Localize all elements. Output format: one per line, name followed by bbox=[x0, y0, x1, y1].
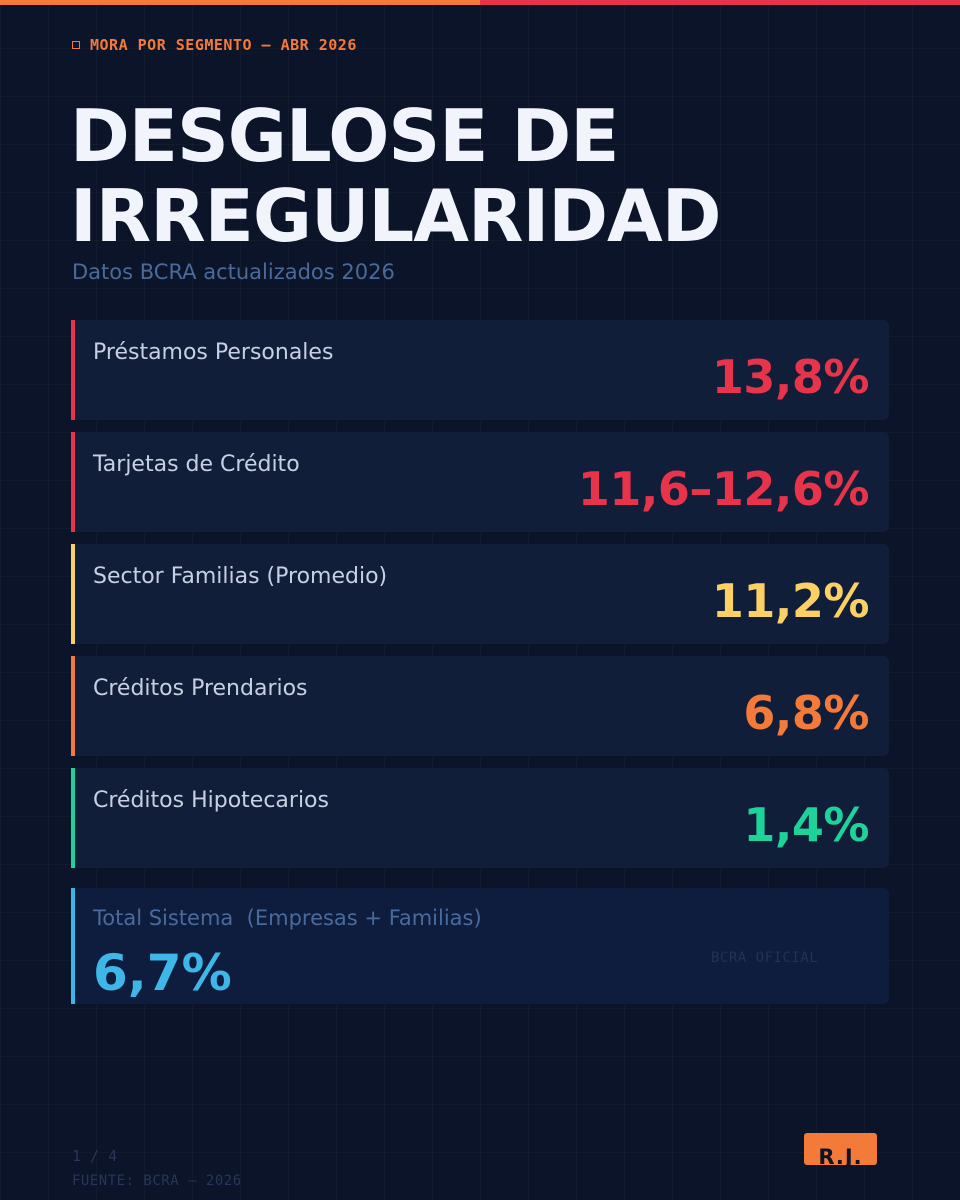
brand-logo: R.J. bbox=[804, 1133, 877, 1165]
segment-value: 11,6–12,6% bbox=[577, 462, 870, 516]
total-system-card: Total Sistema (Empresas + Familias) 6,7%… bbox=[71, 888, 889, 1004]
page-indicator: 1 / 4 bbox=[72, 1147, 118, 1165]
segment-card-creditos-prendarios: Créditos Prendarios 6,8% bbox=[71, 656, 889, 756]
page-subtitle: Datos BCRA actualizados 2026 bbox=[72, 260, 395, 284]
segment-value: 6,8% bbox=[743, 686, 869, 740]
segment-label: Sector Familias (Promedio) bbox=[93, 564, 388, 589]
segment-card-creditos-hipotecarios: Créditos Hipotecarios 1,4% bbox=[71, 768, 889, 868]
segment-card-tarjetas-credito: Tarjetas de Crédito 11,6–12,6% bbox=[71, 432, 889, 532]
top-accent-bar-orange bbox=[0, 0, 480, 5]
segment-card-sector-familias: Sector Familias (Promedio) 11,2% bbox=[71, 544, 889, 644]
kicker-text: MORA POR SEGMENTO — ABR 2026 bbox=[90, 36, 357, 54]
source-note: FUENTE: BCRA — 2026 bbox=[72, 1173, 242, 1189]
segment-label: Tarjetas de Crédito bbox=[93, 452, 300, 477]
top-accent-bar-red bbox=[480, 0, 960, 5]
official-stamp: BCRA OFICIAL bbox=[711, 950, 819, 966]
segment-label: Créditos Hipotecarios bbox=[93, 788, 329, 813]
segment-card-prestamos-personales: Préstamos Personales 13,8% bbox=[71, 320, 889, 420]
brand-logo-text: R.J. bbox=[818, 1145, 863, 1165]
segment-label: Créditos Prendarios bbox=[93, 676, 308, 701]
total-label: Total Sistema (Empresas + Familias) bbox=[93, 906, 482, 930]
top-accent-bar bbox=[0, 0, 960, 5]
segment-value: 13,8% bbox=[711, 350, 870, 404]
segment-value: 11,2% bbox=[711, 574, 870, 628]
kicker: MORA POR SEGMENTO — ABR 2026 bbox=[72, 36, 357, 54]
square-bullet-icon bbox=[72, 41, 80, 49]
page-title: DESGLOSE DE IRREGULARIDAD bbox=[70, 94, 722, 258]
total-value: 6,7% bbox=[93, 944, 232, 1002]
segment-value: 1,4% bbox=[743, 798, 869, 852]
segment-label: Préstamos Personales bbox=[93, 340, 334, 365]
